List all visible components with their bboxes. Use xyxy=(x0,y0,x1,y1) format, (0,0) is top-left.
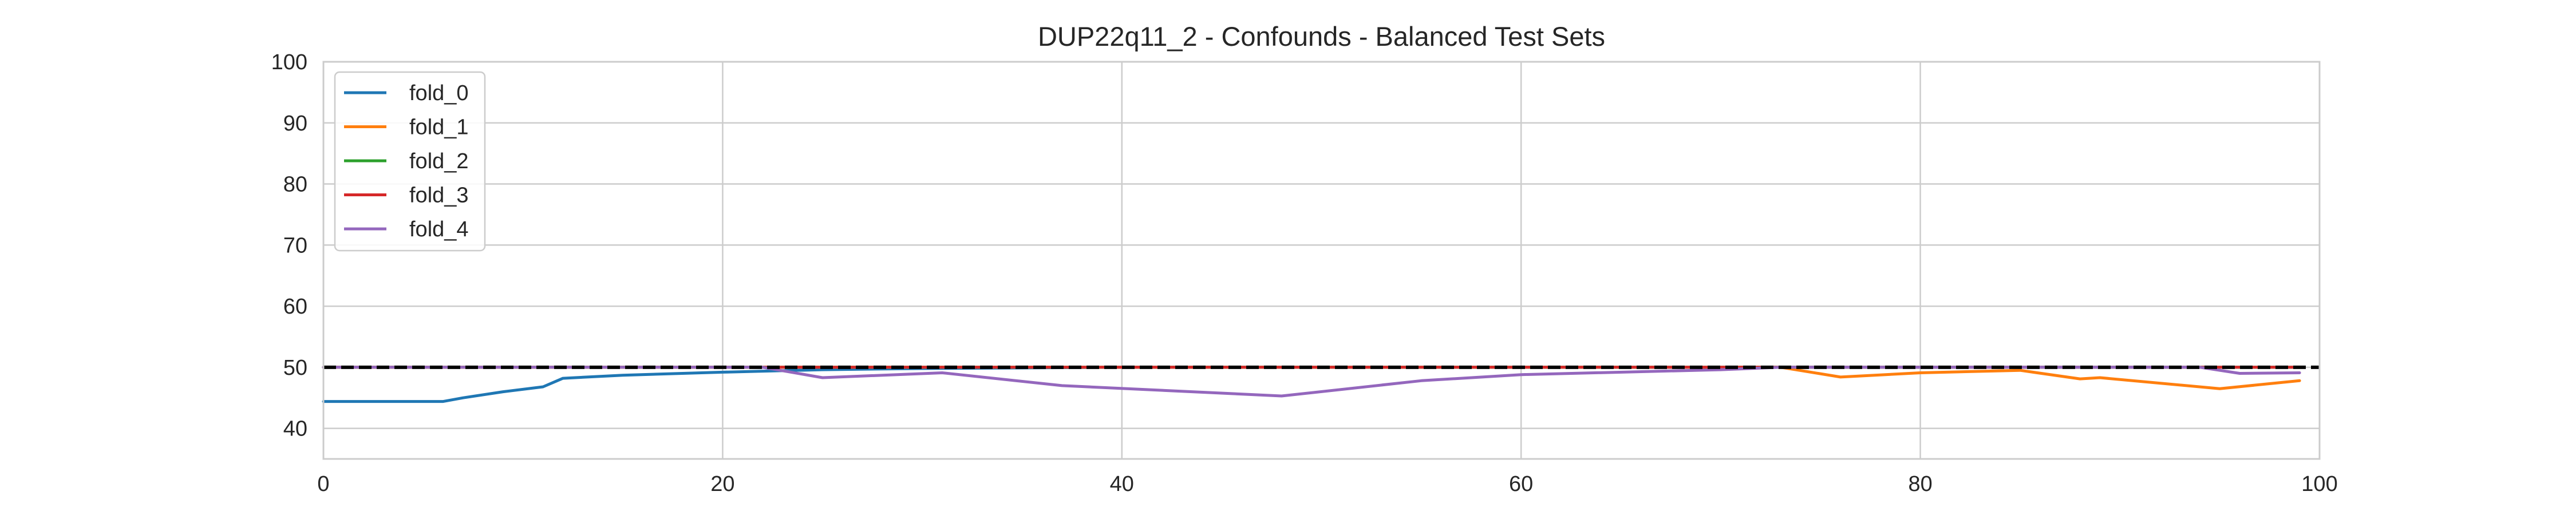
y-tick-label: 100 xyxy=(271,50,307,74)
series-line-fold_4 xyxy=(322,366,2301,398)
x-tick-label: 0 xyxy=(317,472,329,496)
y-tick-label: 50 xyxy=(283,356,307,380)
chart-title: DUP22q11_2 - Confounds - Balanced Test S… xyxy=(1038,21,1605,52)
series-line-fold_1 xyxy=(322,366,2301,390)
x-tick-label: 40 xyxy=(1110,472,1134,496)
series-group xyxy=(322,366,2301,403)
legend-box xyxy=(334,71,486,252)
legend-label: fold_1 xyxy=(409,116,469,140)
series-line-fold_0 xyxy=(322,366,2301,403)
y-tick-label: 40 xyxy=(283,417,307,441)
x-tick-label: 60 xyxy=(1509,472,1533,496)
y-tick-label: 60 xyxy=(283,295,307,319)
y-tick-label: 70 xyxy=(283,233,307,258)
gridlines xyxy=(322,61,2321,459)
x-axis-ticks: 0 20 40 60 80 100 xyxy=(317,472,2337,496)
legend-label: fold_4 xyxy=(409,217,469,241)
y-tick-label: 90 xyxy=(283,112,307,136)
legend-label: fold_0 xyxy=(409,81,469,105)
plot-frame xyxy=(322,61,2321,460)
x-tick-label: 80 xyxy=(1908,472,1932,496)
x-tick-label: 100 xyxy=(2301,472,2337,496)
legend-label: fold_3 xyxy=(409,184,469,208)
x-tick-label: 20 xyxy=(710,472,734,496)
legend: fold_0 fold_1 fold_2 fold_3 fold_4 xyxy=(334,71,486,252)
y-axis-ticks: 40 50 60 70 80 90 100 xyxy=(271,50,307,441)
legend-label: fold_2 xyxy=(409,149,469,173)
y-tick-label: 80 xyxy=(283,173,307,197)
